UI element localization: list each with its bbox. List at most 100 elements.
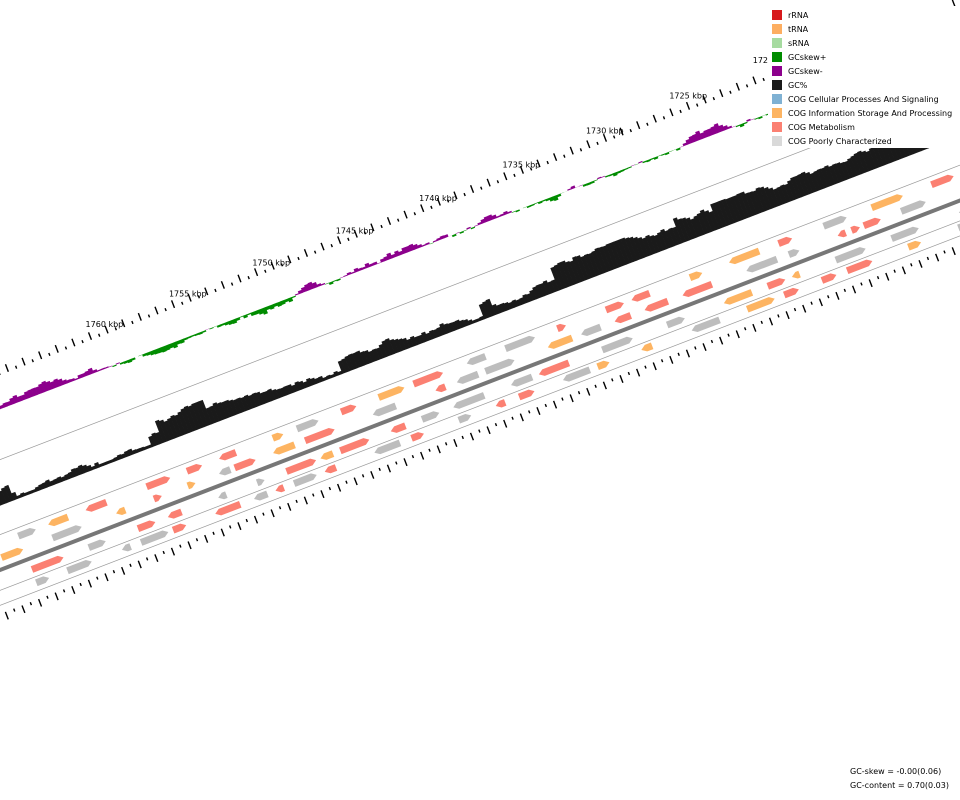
ruler-tick bbox=[586, 387, 591, 396]
ruler-tick bbox=[361, 474, 365, 478]
gc-skew-bar bbox=[81, 372, 87, 378]
gene bbox=[145, 476, 171, 491]
gene bbox=[271, 432, 284, 442]
gene bbox=[17, 527, 36, 540]
gc-content-bar bbox=[393, 338, 403, 353]
gc-content-bar bbox=[519, 297, 526, 305]
ruler-tick bbox=[363, 231, 367, 235]
gc-skew-bar bbox=[455, 231, 460, 234]
gc-content-bar bbox=[871, 144, 884, 168]
gc-skew-bar bbox=[398, 250, 404, 256]
gc-content-bar bbox=[24, 491, 30, 497]
gc-content-bar bbox=[547, 281, 556, 294]
gc-skew-bar bbox=[491, 214, 498, 220]
ruler-label: 1750 kbp bbox=[252, 258, 290, 267]
ruler-tick bbox=[13, 608, 16, 612]
gc-content-bar bbox=[454, 319, 463, 330]
gc-content-bar bbox=[432, 328, 440, 339]
gc-content-bar bbox=[717, 200, 731, 226]
ruler-tick bbox=[777, 314, 780, 318]
gc-skew-bar bbox=[522, 206, 527, 209]
ruler-tick bbox=[320, 242, 325, 251]
ruler-tick bbox=[469, 432, 475, 441]
gene bbox=[30, 555, 64, 573]
gene bbox=[466, 353, 487, 366]
ruler-tick bbox=[594, 384, 597, 388]
legend-label: tRNA bbox=[788, 25, 809, 34]
gc-content-bar bbox=[532, 286, 541, 300]
gc-skew-bar bbox=[761, 114, 766, 117]
ruler-tick bbox=[181, 301, 184, 305]
gc-skew-bar bbox=[377, 262, 382, 265]
gc-content-bar bbox=[425, 332, 433, 341]
gc-content-bar bbox=[389, 338, 399, 354]
gc-content-bar bbox=[375, 347, 384, 360]
gene bbox=[691, 316, 721, 333]
gc-content-bar bbox=[406, 338, 414, 349]
ruler-tick bbox=[494, 422, 498, 427]
gc-content-bar bbox=[637, 236, 649, 258]
gc-content-bar bbox=[19, 492, 26, 498]
ruler-tick bbox=[204, 287, 209, 296]
gc-content-bar bbox=[91, 465, 97, 471]
ruler-tick bbox=[220, 528, 225, 537]
gc-content-bar bbox=[209, 405, 220, 423]
ruler-tick bbox=[453, 191, 458, 200]
gc-skew-bar bbox=[653, 156, 659, 160]
gc-skew-bar bbox=[743, 121, 748, 125]
gc-content-bar bbox=[397, 338, 407, 351]
gc-content-bar bbox=[503, 301, 511, 311]
ruler-label: 1725 kbp bbox=[669, 92, 707, 101]
ruler-tick bbox=[270, 509, 275, 518]
gc-skew-bar bbox=[261, 307, 268, 315]
gc-skew-bar bbox=[556, 193, 562, 198]
ruler-tick bbox=[170, 300, 176, 309]
gc-skew-bar bbox=[87, 367, 94, 375]
gc-content-bar bbox=[736, 192, 750, 219]
gc-content-bar bbox=[131, 449, 138, 455]
gc-skew-bar bbox=[66, 379, 72, 384]
gene bbox=[185, 463, 203, 475]
gc-content-bar bbox=[784, 183, 795, 202]
gc-content-bar bbox=[605, 243, 619, 270]
ruler-tick bbox=[669, 355, 674, 364]
gc-content-bar bbox=[467, 319, 474, 326]
gc-content-bar bbox=[587, 252, 601, 277]
gene bbox=[339, 404, 357, 416]
gc-content-bar bbox=[508, 301, 515, 310]
gc-content-bar bbox=[318, 375, 325, 383]
gene bbox=[167, 508, 183, 519]
ruler-tick bbox=[486, 178, 491, 187]
gc-skew-bar bbox=[739, 123, 745, 128]
ruler-tick bbox=[910, 263, 913, 267]
ruler-label: 1730 kbp bbox=[586, 126, 624, 135]
gc-content-bar bbox=[147, 444, 153, 449]
gene bbox=[682, 280, 714, 297]
gc-skew-bar bbox=[336, 278, 341, 282]
gc-content-bar bbox=[681, 217, 694, 241]
gc-content-bar bbox=[591, 250, 605, 275]
gc-content-bar bbox=[653, 234, 664, 252]
ruler-tick bbox=[860, 282, 863, 286]
gc-content-bar bbox=[259, 391, 269, 405]
gc-content-bar bbox=[475, 317, 481, 323]
gene bbox=[614, 312, 633, 324]
ruler-tick bbox=[220, 280, 225, 289]
ruler-tick bbox=[712, 96, 716, 101]
ruler-tick bbox=[245, 518, 249, 523]
gc-skew-bar bbox=[601, 175, 606, 178]
ruler-tick bbox=[278, 506, 282, 510]
gc-content-bar bbox=[384, 338, 395, 356]
ruler-tick bbox=[214, 288, 217, 293]
gc-content-bar bbox=[463, 318, 470, 327]
ruler-tick bbox=[652, 114, 657, 123]
legend-label: GCskew+ bbox=[788, 53, 826, 62]
track-line bbox=[0, 205, 960, 609]
gc-content-bar bbox=[664, 229, 675, 248]
gc-content-bar bbox=[154, 419, 168, 443]
gc-content-bar bbox=[135, 448, 142, 453]
ruler-tick bbox=[97, 333, 101, 337]
ruler-tick bbox=[926, 256, 930, 261]
gc-skew-bar bbox=[713, 123, 722, 134]
gc-skew-bar bbox=[186, 335, 192, 339]
